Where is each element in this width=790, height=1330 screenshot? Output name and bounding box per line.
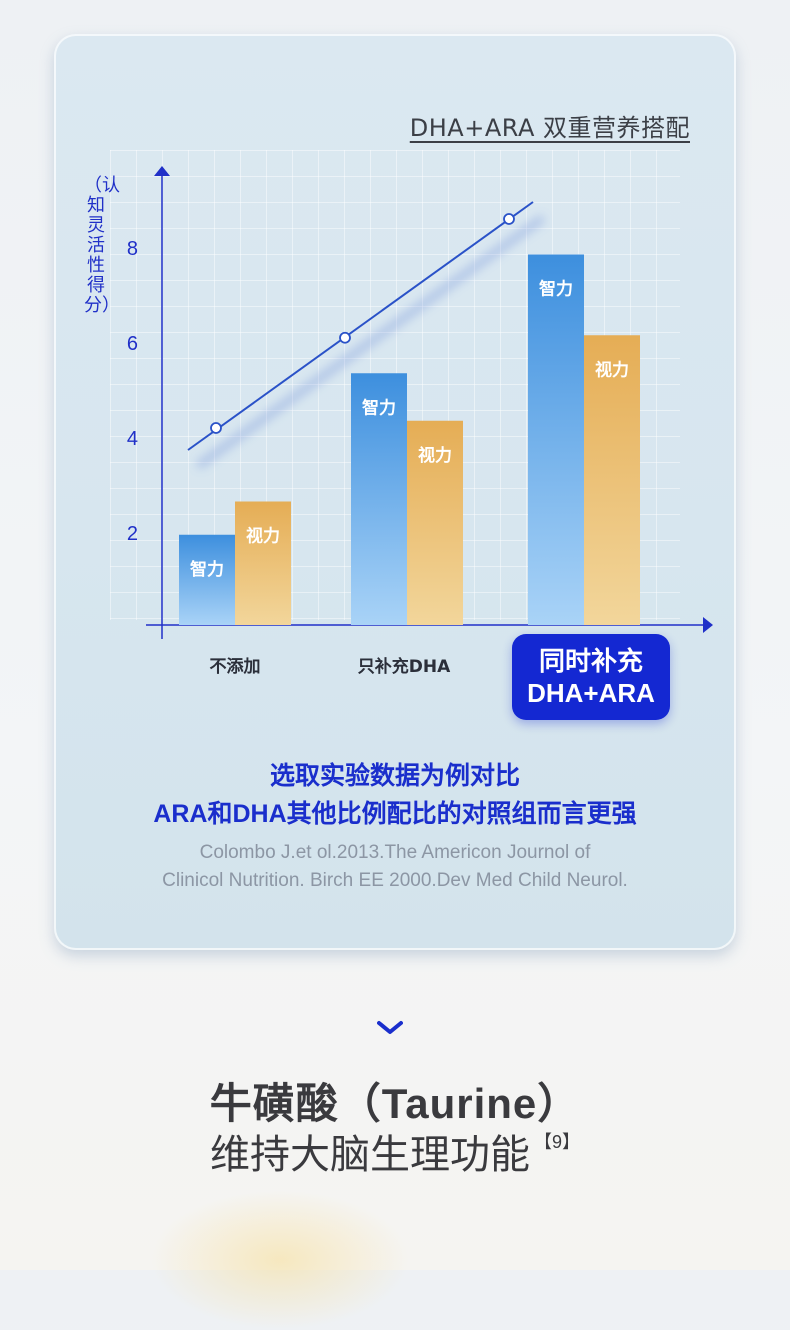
bar-intelligence [528, 254, 584, 625]
trend-line-shadow [195, 214, 546, 470]
highlight-category-badge: 同时补充 DHA+ARA [512, 634, 670, 720]
trend-point [210, 422, 222, 434]
reference-line2: Clinicol Nutrition. Birch EE 2000.Dev Me… [162, 870, 628, 891]
bar-series-label: 智力 [362, 397, 396, 418]
y-tick-label: 4 [127, 428, 138, 450]
trend-point [503, 213, 515, 225]
badge-line2: DHA+ARA [527, 678, 655, 708]
y-tick-label: 6 [127, 333, 138, 355]
bar-series-label: 视力 [418, 445, 452, 466]
bar-intelligence [179, 534, 235, 625]
conclusion-line2: ARA和DHA其他比例配比的对照组而言更强 [153, 800, 637, 828]
trend-point [339, 331, 351, 344]
y-tick-label: 2 [127, 523, 138, 545]
bar-vision [407, 420, 463, 625]
bar-series-label: 视力 [246, 526, 280, 547]
bar-series-label: 智力 [539, 279, 573, 300]
badge-line1: 同时补充 [538, 646, 643, 676]
trend-line [187, 201, 534, 451]
section-subtitle: 维持大脑生理功能 【9】 [0, 1122, 790, 1180]
bar-vision [584, 335, 640, 625]
reference-line1: Colombo J.et ol.2013.The Americon Journo… [199, 842, 591, 863]
bar-intelligence [351, 373, 407, 625]
citation-marker: 【9】 [533, 1132, 580, 1152]
x-axis-arrow [703, 617, 713, 633]
chevron-down-icon [377, 1021, 403, 1034]
bar-series-label: 智力 [190, 559, 224, 580]
bar-vision [235, 501, 291, 625]
conclusion-line1: 选取实验数据为例对比 [269, 762, 520, 790]
section-title: 牛磺酸（Taurine） [209, 1080, 581, 1127]
y-axis-arrow [154, 166, 170, 176]
x-category-label: 只补充DHA [358, 656, 451, 677]
section-subtitle-text: 维持大脑生理功能 [209, 1133, 530, 1177]
y-tick-label: 8 [127, 238, 138, 260]
x-category-label: 不添加 [210, 656, 261, 677]
chart-title: DHA+ARA 双重营养搭配 [409, 114, 690, 142]
bar-series-label: 视力 [595, 359, 629, 380]
